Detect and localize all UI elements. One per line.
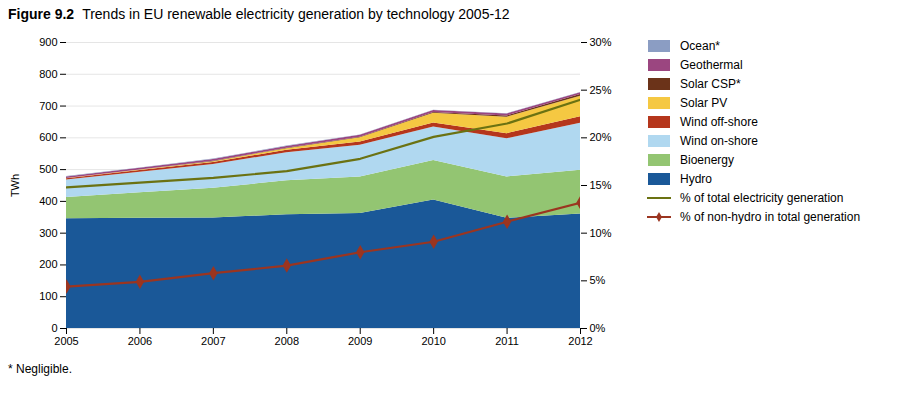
svg-text:700: 700 <box>39 100 57 112</box>
html-text:% of non-hydro in total genera: % of non-hydro in total generation <box>680 209 861 224</box>
html-text:Trends in EU renewable electri: Trends in EU renewable electricity gener… <box>82 6 510 22</box>
html-text:Wind on-shore: Wind on-shore <box>680 133 758 148</box>
svg-text:2008: 2008 <box>275 335 299 347</box>
svg-text:800: 800 <box>39 68 57 80</box>
html-text:Solar PV: Solar PV <box>680 95 728 110</box>
html-text:Wind off-shore: Wind off-shore <box>680 114 758 129</box>
html-text:Solar CSP*: Solar CSP* <box>680 76 741 91</box>
html-text:Bioenergy: Bioenergy <box>680 152 734 167</box>
svg-text:0%: 0% <box>590 322 606 334</box>
html-text:Figure 9.2: Figure 9.2 <box>8 6 75 22</box>
svg-text:15%: 15% <box>590 179 612 191</box>
svg-text:5%: 5% <box>590 274 606 286</box>
html-text:Ocean*: Ocean* <box>680 38 720 53</box>
svg-text:TWh: TWh <box>9 174 21 197</box>
svg-text:900: 900 <box>39 36 57 48</box>
svg-text:2005: 2005 <box>54 335 78 347</box>
svg-text:2009: 2009 <box>348 335 372 347</box>
svg-text:2006: 2006 <box>128 335 152 347</box>
html-text:Hydro: Hydro <box>680 171 712 186</box>
svg-text:300: 300 <box>39 227 57 239</box>
html-text:Geothermal: Geothermal <box>680 57 743 72</box>
svg-text:10%: 10% <box>590 227 612 239</box>
svg-text:2012: 2012 <box>568 335 592 347</box>
svg-text:30%: 30% <box>590 36 612 48</box>
svg-text:25%: 25% <box>590 84 612 96</box>
svg-text:200: 200 <box>39 258 57 270</box>
svg-text:2011: 2011 <box>495 335 519 347</box>
html-text:% of total electricity generat: % of total electricity generation <box>680 190 844 205</box>
svg-text:100: 100 <box>39 290 57 302</box>
svg-text:2010: 2010 <box>421 335 445 347</box>
svg-text:500: 500 <box>39 163 57 175</box>
svg-text:600: 600 <box>39 131 57 143</box>
svg-text:2007: 2007 <box>201 335 225 347</box>
svg-text:0: 0 <box>51 322 57 334</box>
svg-text:400: 400 <box>39 195 57 207</box>
svg-text:20%: 20% <box>590 131 612 143</box>
html-text:* Negligible.: * Negligible. <box>8 362 72 376</box>
